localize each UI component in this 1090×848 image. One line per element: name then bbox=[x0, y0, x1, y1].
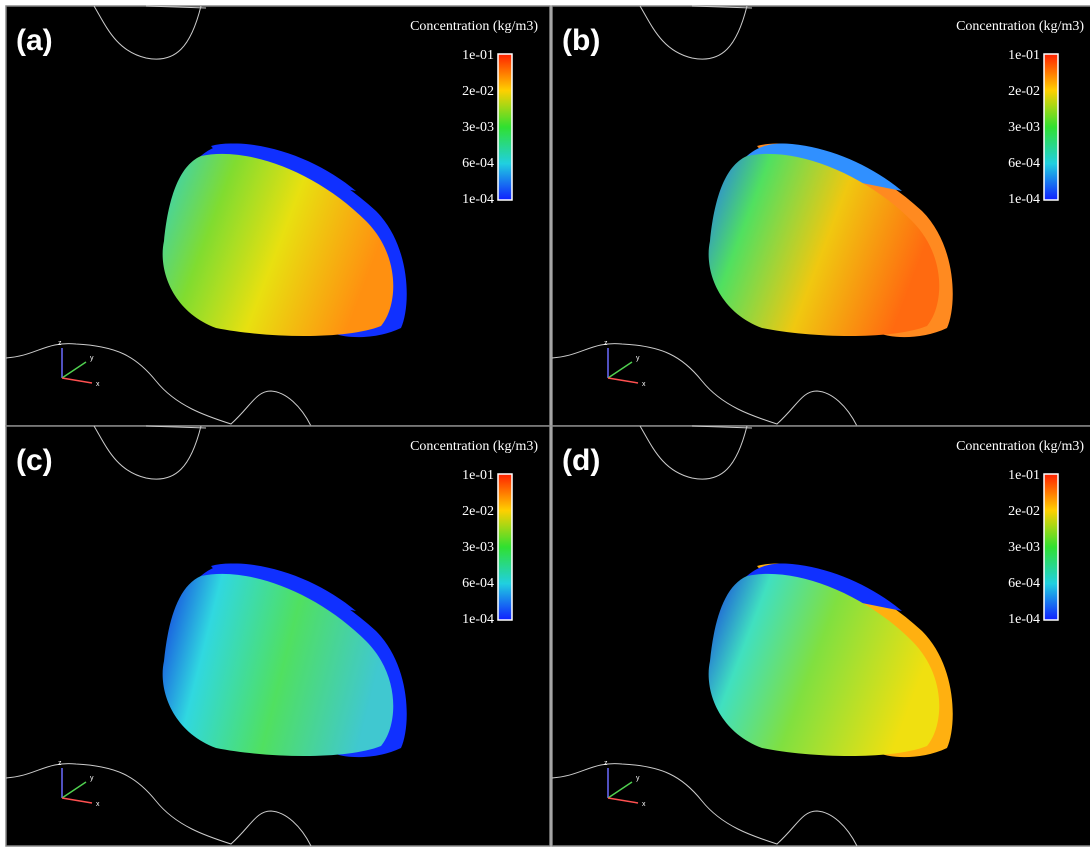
colorbar bbox=[498, 474, 512, 620]
colorbar-tick-label: 1e-04 bbox=[462, 192, 494, 207]
panel-label: (a) bbox=[16, 24, 53, 57]
triad-label: z bbox=[58, 340, 62, 347]
triad-label: z bbox=[604, 760, 608, 767]
triad-label: z bbox=[58, 760, 62, 767]
colorbar-tick-label: 3e-03 bbox=[1008, 540, 1040, 555]
figure: (a) Concentration (kg/m3) 1e-01 2e-02 3e-03 6… bbox=[0, 0, 1090, 848]
colorbar-title: Concentration (kg/m3) bbox=[956, 439, 1084, 454]
colorbar-tick-label: 1e-01 bbox=[1008, 48, 1040, 63]
panel: (a) Concentration (kg/m3) 1e-01 2e-02 3e-03 6… bbox=[6, 6, 550, 426]
triad-label: y bbox=[636, 355, 640, 362]
colorbar-title: Concentration (kg/m3) bbox=[410, 439, 538, 454]
colorbar-tick-label: 6e-04 bbox=[1008, 156, 1040, 171]
triad-label: z bbox=[604, 340, 608, 347]
colorbar bbox=[1044, 54, 1058, 200]
colorbar-tick-label: 3e-03 bbox=[462, 120, 494, 135]
colorbar-tick-label: 2e-02 bbox=[1008, 84, 1040, 99]
colorbar-tick-label: 1e-04 bbox=[1008, 612, 1040, 627]
colorbar-tick-label: 2e-02 bbox=[1008, 504, 1040, 519]
panel: (c) Concentration (kg/m3) 1e-01 2e-02 3e-03 6… bbox=[6, 426, 550, 846]
triad-label: x bbox=[642, 381, 646, 388]
panel: (d) Concentration (kg/m3) 1e-01 2e-02 3e-03 6… bbox=[552, 426, 1090, 846]
colorbar-tick-label: 1e-04 bbox=[1008, 192, 1040, 207]
colorbar bbox=[1044, 474, 1058, 620]
colorbar-tick-label: 1e-01 bbox=[1008, 468, 1040, 483]
triad-label: y bbox=[636, 775, 640, 782]
colorbar-tick-label: 6e-04 bbox=[462, 576, 494, 591]
triad-label: y bbox=[90, 355, 94, 362]
colorbar-title: Concentration (kg/m3) bbox=[410, 19, 538, 34]
colorbar-tick-label: 6e-04 bbox=[1008, 576, 1040, 591]
triad-label: x bbox=[96, 381, 100, 388]
colorbar-tick-label: 3e-03 bbox=[1008, 120, 1040, 135]
triad-label: x bbox=[96, 801, 100, 808]
colorbar-tick-label: 2e-02 bbox=[462, 504, 494, 519]
colorbar-tick-label: 2e-02 bbox=[462, 84, 494, 99]
panel: (b) Concentration (kg/m3) 1e-01 2e-02 3e-03 6… bbox=[552, 6, 1090, 426]
colorbar bbox=[498, 54, 512, 200]
page: (a) Concentration (kg/m3) 1e-01 2e-02 3e-03 6… bbox=[0, 0, 1090, 848]
triad-label: x bbox=[642, 801, 646, 808]
colorbar-title: Concentration (kg/m3) bbox=[956, 19, 1084, 34]
triad-label: y bbox=[90, 775, 94, 782]
colorbar-tick-label: 3e-03 bbox=[462, 540, 494, 555]
panel-label: (d) bbox=[562, 444, 600, 477]
panel-label: (b) bbox=[562, 24, 600, 57]
panel-label: (c) bbox=[16, 444, 53, 477]
colorbar-tick-label: 1e-01 bbox=[462, 468, 494, 483]
colorbar-tick-label: 6e-04 bbox=[462, 156, 494, 171]
colorbar-tick-label: 1e-04 bbox=[462, 612, 494, 627]
colorbar-tick-label: 1e-01 bbox=[462, 48, 494, 63]
